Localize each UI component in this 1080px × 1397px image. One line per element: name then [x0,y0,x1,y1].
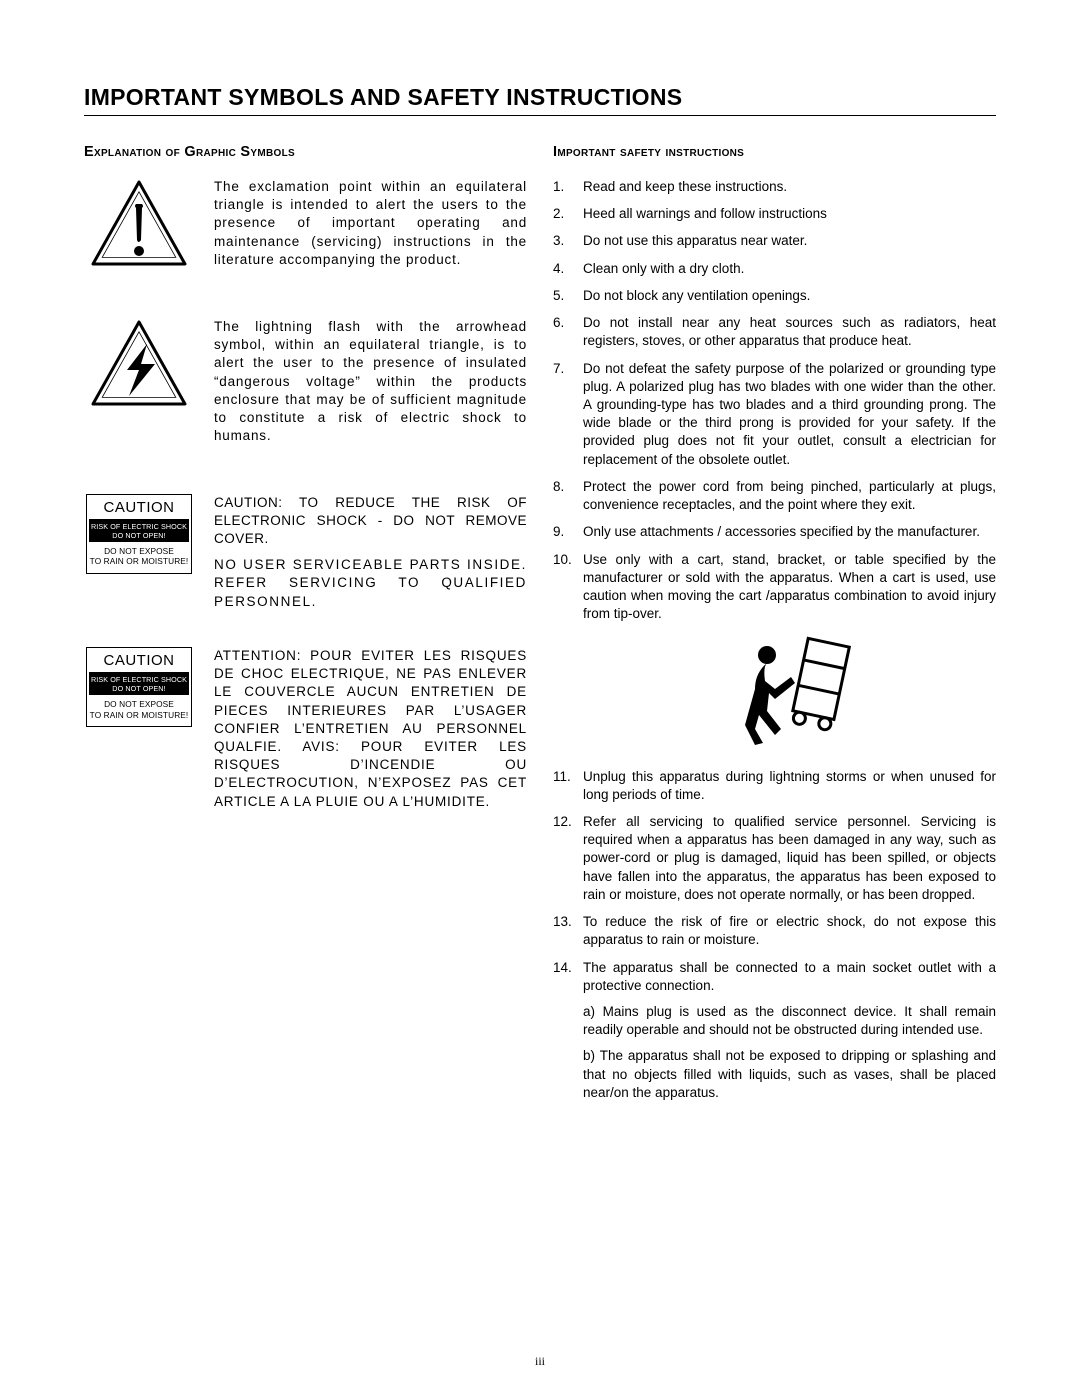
caution-title: CAUTION [89,497,189,520]
caution-sub-line1: DO NOT EXPOSE [104,699,174,709]
caution-bar-line1: RISK OF ELECTRIC SHOCK [91,675,187,684]
caution-bar-line2: DO NOT OPEN! [112,531,165,540]
caution-en-p2: NO USER SERVICEABLE PARTS INSIDE. REFER … [214,556,527,611]
instruction-sub-b: b) The apparatus shall not be exposed to… [583,1047,996,1102]
symbol-row-lightning: The lightning flash with the arrowhead s… [84,318,527,446]
exclamation-description: The exclamation point within an equilate… [214,178,527,270]
caution-sub-line2: TO RAIN OR MOISTURE! [90,710,189,720]
caution-en-p1: CAUTION: TO REDUCE THE RISK OF ELECTRONI… [214,494,527,549]
right-heading: Important safety instructions [553,144,996,160]
caution-en-text: CAUTION: TO REDUCE THE RISK OF ELECTRONI… [214,494,527,611]
lightning-description: The lightning flash with the arrowhead s… [214,318,527,446]
caution-sub-line2: TO RAIN OR MOISTURE! [90,556,189,566]
instruction-item: To reduce the risk of fire or electric s… [553,913,996,949]
left-heading: Explanation of Graphic Symbols [84,144,527,160]
page-number: iii [0,1354,1080,1369]
instruction-item: Unplug this apparatus during lightning s… [553,768,996,804]
two-column-layout: Explanation of Graphic Symbols The excla… [84,144,996,1111]
instruction-item: Read and keep these instructions. [553,178,996,196]
caution-box-icon: CAUTION RISK OF ELECTRIC SHOCK DO NOT OP… [84,494,194,611]
instruction-text: Use only with a cart, stand, bracket, or… [583,552,996,622]
caution-sub-line1: DO NOT EXPOSE [104,546,174,556]
lightning-triangle-icon [84,318,194,446]
instruction-item: Clean only with a dry cloth. [553,260,996,278]
exclamation-triangle-icon [84,178,194,270]
instruction-item: Do not defeat the safety purpose of the … [553,360,996,469]
instruction-item: The apparatus shall be connected to a ma… [553,959,996,1103]
instruction-item: Protect the power cord from being pinche… [553,478,996,514]
instruction-item: Refer all servicing to qualified service… [553,813,996,904]
left-column: Explanation of Graphic Symbols The excla… [84,144,527,1111]
caution-fr-text: ATTENTION: POUR EVITER LES RISQUES DE CH… [214,647,527,811]
cart-tip-over-icon [583,633,996,753]
instruction-item: Do not install near any heat sources suc… [553,314,996,350]
instruction-item-with-figure: Use only with a cart, stand, bracket, or… [553,551,996,754]
symbol-row-exclamation: The exclamation point within an equilate… [84,178,527,270]
instruction-sub-a: a) Mains plug is used as the disconnect … [583,1003,996,1039]
caution-bar-line1: RISK OF ELECTRIC SHOCK [91,522,187,531]
safety-instructions-list: Read and keep these instructions. Heed a… [553,178,996,1102]
instruction-item: Only use attachments / accessories speci… [553,523,996,541]
caution-bar-line2: DO NOT OPEN! [112,684,165,693]
instruction-text: The apparatus shall be connected to a ma… [583,960,996,993]
instruction-item: Heed all warnings and follow instruction… [553,205,996,223]
page-title: IMPORTANT SYMBOLS AND SAFETY INSTRUCTION… [84,84,996,116]
symbol-row-caution-en: CAUTION RISK OF ELECTRIC SHOCK DO NOT OP… [84,494,527,611]
right-column: Important safety instructions Read and k… [553,144,996,1111]
instruction-item: Do not block any ventilation openings. [553,287,996,305]
instruction-item: Do not use this apparatus near water. [553,232,996,250]
symbol-row-caution-fr: CAUTION RISK OF ELECTRIC SHOCK DO NOT OP… [84,647,527,811]
caution-box-icon: CAUTION RISK OF ELECTRIC SHOCK DO NOT OP… [84,647,194,811]
caution-title: CAUTION [89,650,189,673]
